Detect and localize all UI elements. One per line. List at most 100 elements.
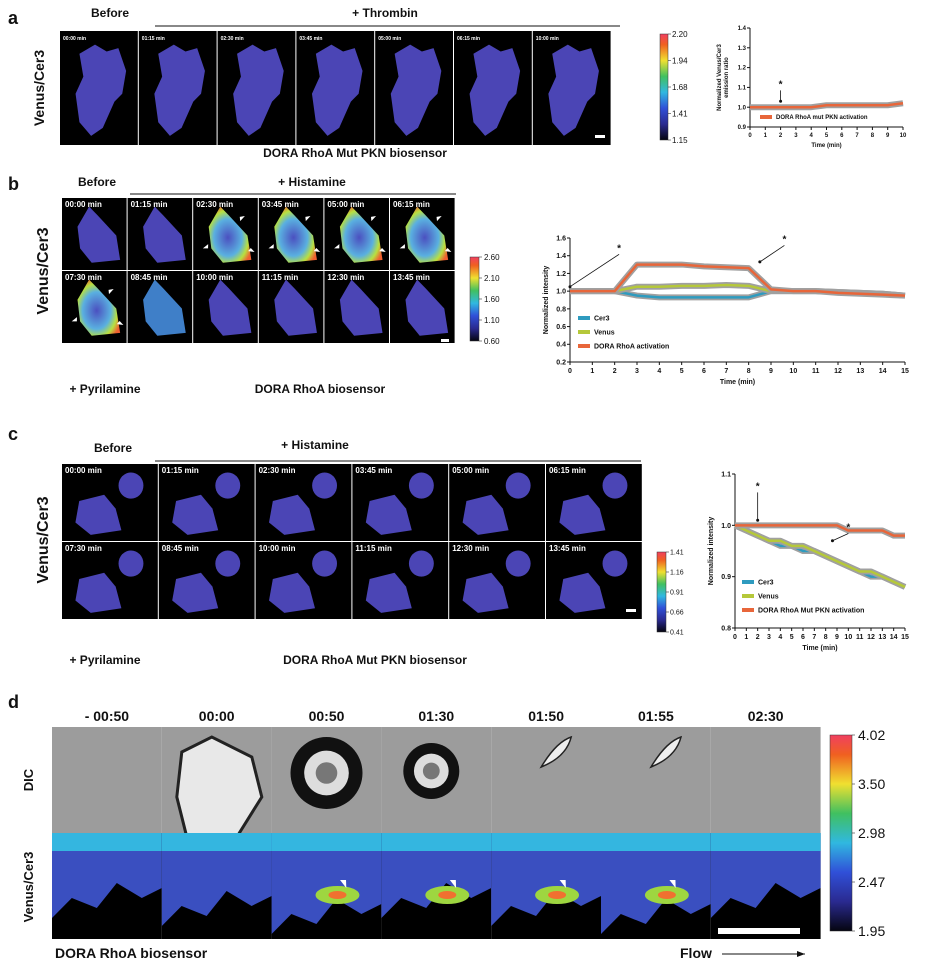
before-label: Before [91,6,129,20]
arrowhead [116,321,124,325]
cell-shape [405,206,449,263]
x-tick-label: 1 [744,634,748,641]
colorbar-label: 0.60 [484,337,500,346]
x-tick-label: 2 [779,133,783,139]
panel-label: a [8,8,19,28]
annotation-arrowhead [568,285,572,289]
cell-shape [274,206,317,263]
arrowhead [248,248,255,252]
arrowhead [202,244,209,249]
colorbar-label: 1.15 [672,136,688,145]
x-tick-label: 13 [856,368,864,375]
colorbar-label: 1.10 [484,316,500,325]
y-axis-label: Normalized Venus/Cer3 [717,43,723,110]
y-axis-label: emission ratio [724,57,730,98]
legend-label: DORA RhoA Mut PKN activation [758,607,864,614]
colorbar-label: 1.68 [672,83,688,92]
x-tick-label: 9 [886,133,890,139]
time-label: 02:30 min [221,36,244,42]
cell [462,550,531,613]
x-tick-label: 11 [812,368,820,375]
time-label: 07:30 min [65,273,102,282]
x-tick-label: 7 [724,368,728,375]
y-tick-label: 1.2 [738,66,747,72]
legend-label: Venus [758,593,779,600]
x-tick-label: 14 [879,368,887,375]
cell-shape [172,494,219,535]
cell-shape [548,44,599,136]
x-tick-label: 8 [824,634,828,641]
annotation-arrow [759,245,785,263]
x-tick-label: 8 [871,133,875,139]
cell [365,472,434,535]
time-label: 01:15 min [142,36,165,42]
colorbar-label: 2.60 [484,253,500,262]
arrowhead [305,216,311,222]
x-tick-label: 2 [613,368,617,375]
fret-band [381,833,492,851]
colorbar [656,551,667,633]
cell [405,279,449,336]
x-tick-label: 9 [835,634,839,641]
scale-bar [441,339,449,342]
y-tick-label: 1.2 [556,271,566,278]
y-tick-label: 0.8 [556,306,566,313]
fret-band [710,833,821,851]
x-tick-label: 11 [856,634,864,641]
fret-band [601,833,711,851]
fret-band [271,833,382,851]
colorbar-label: 2.98 [858,825,885,841]
y-tick-label: 1.1 [721,471,731,478]
x-tick-label: 14 [890,634,898,641]
time-label: 06:15 min [549,466,586,475]
fret-hot [548,891,567,899]
cell-shape [462,572,509,613]
time-label: 02:30 min [196,200,233,209]
cell-shape [215,550,241,577]
dic-nucleus [315,762,338,784]
x-tick-label: 4 [657,368,661,375]
colorbar-label: 0.66 [670,609,684,616]
cell [75,472,144,535]
x-tick-label: 10 [900,133,907,139]
fret-band [491,833,601,851]
cell [172,550,241,613]
y-tick-label: 0.2 [556,359,566,366]
time-label: 02:30 [748,708,784,724]
cell [208,279,252,336]
cell [559,472,628,535]
annotation-arrow [832,533,849,542]
cell-shape [602,472,628,499]
cell [268,206,321,263]
caption: DORA RhoA biosensor [255,382,386,396]
x-tick-label: 5 [825,133,829,139]
time-label: 00:00 min [65,466,102,475]
cell-shape [75,572,122,613]
cell-shape [75,494,122,535]
colorbar-label: 1.16 [670,569,684,576]
cell [311,44,363,136]
cell-shape [602,550,628,577]
x-axis-label: Time (min) [811,143,841,149]
y-tick-label: 1.0 [556,289,566,296]
cell-shape [408,472,434,499]
row-label: Venus/Cer3 [21,852,36,923]
time-label: 03:45 min [262,200,299,209]
y-tick-label: 1.3 [738,46,747,52]
time-label: 10:00 min [196,273,233,282]
y-tick-label: 1.4 [556,253,566,260]
x-tick-label: 5 [680,368,684,375]
cell [233,44,284,136]
annotation-arrowhead [756,518,760,522]
cell [334,206,386,263]
flow-arrowhead [797,951,805,957]
legend-label: DORA RhoA activation [594,343,669,350]
x-tick-label: 15 [901,634,909,641]
cell [77,206,121,263]
time-label: 01:30 [418,708,454,724]
caption: DORA RhoA Mut PKN biosensor [263,146,447,160]
cell-shape [408,550,434,577]
dic-frame [710,727,821,833]
panel-label: d [8,692,19,712]
